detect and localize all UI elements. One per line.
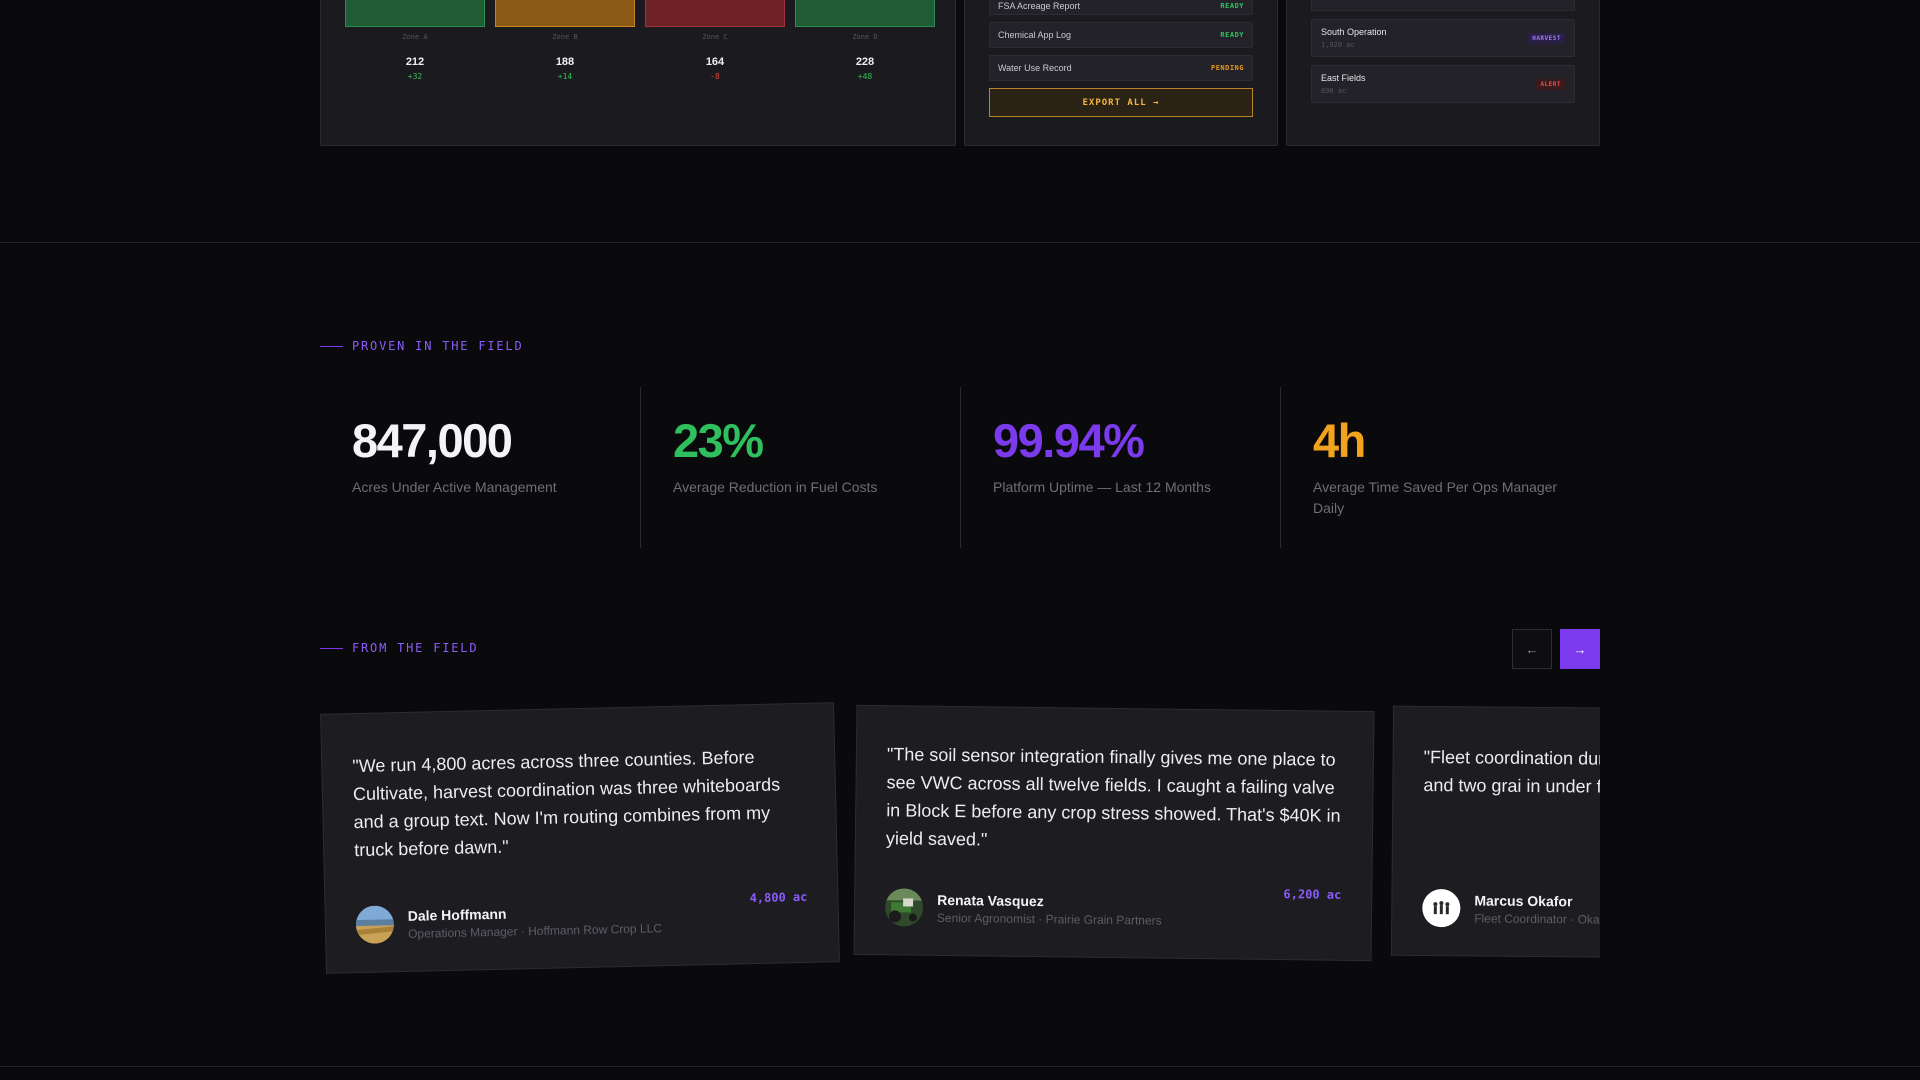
zone-delta: +14	[557, 72, 573, 81]
report-name: Chemical App Log	[998, 30, 1072, 40]
field-photo-icon	[355, 905, 395, 945]
author-role: Fleet Coordinator · Oka	[1474, 910, 1600, 927]
operation-status-badge: HARVEST	[1528, 32, 1565, 44]
stat-fuel: 23% Average Reduction in Fuel Costs	[640, 387, 960, 548]
reports-panel: FSA Acreage Report READY Chemical App Lo…	[964, 0, 1278, 146]
section-divider	[0, 242, 1920, 243]
testimonial-author: Dale Hoffmann Operations Manager · Hoffm…	[355, 890, 808, 945]
testimonial-card[interactable]: "We run 4,800 acres across three countie…	[320, 702, 840, 974]
zone-value: 228	[855, 56, 875, 68]
footer-divider	[0, 1066, 1920, 1067]
stat-value: 4h	[1313, 414, 1366, 467]
zone-bar	[795, 0, 935, 27]
report-row[interactable]: Water Use Record PENDING	[989, 55, 1253, 81]
operation-acres: 1,920 ac	[1321, 41, 1355, 49]
zone-name: Zone C	[702, 33, 728, 41]
author-name: Marcus Okafor	[1474, 891, 1573, 909]
operation-status-badge: ALERT	[1536, 78, 1565, 90]
operation-row[interactable]: East Fields 890 ac ALERT	[1311, 65, 1575, 103]
stat-label: Platform Uptime — Last 12 Months	[993, 479, 1211, 495]
report-row[interactable]: FSA Acreage Report READY	[989, 0, 1253, 15]
zone-name: Zone B	[552, 33, 578, 41]
stat-label: Average Reduction in Fuel Costs	[673, 479, 878, 495]
operation-acres: 890 ac	[1321, 87, 1347, 95]
acreage-badge: 4,800 ac	[749, 889, 808, 906]
testimonials-eyebrow: FROM THE FIELD	[320, 641, 478, 655]
report-status: PENDING	[1210, 64, 1244, 72]
testimonial-card[interactable]: "Fleet coordination dur to mean 14 phone…	[1390, 705, 1600, 961]
export-all-button[interactable]: EXPORT ALL →	[989, 88, 1253, 117]
testimonial-author: Marcus Okafor Fleet Coordinator · Oka	[1422, 889, 1600, 931]
zone-chart-panel: Zone A 212 +32 Zone B 188 +14 Zone C 164…	[320, 0, 956, 146]
team-logo-icon	[1422, 889, 1461, 928]
eyebrow-text: FROM THE FIELD	[352, 641, 479, 655]
zone-name: Zone D	[852, 33, 878, 41]
stats-row: 847,000 Acres Under Active Management 23…	[320, 387, 1600, 548]
testimonial-card[interactable]: "The soil sensor integration finally giv…	[853, 704, 1375, 962]
operations-panel: South Operation 1,920 ac HARVEST East Fi…	[1286, 0, 1600, 146]
zone-card[interactable]: Zone C 164 -8	[645, 0, 785, 81]
stat-value: 23%	[673, 414, 764, 467]
tractor-photo-icon	[884, 888, 924, 927]
eyebrow-line	[320, 647, 343, 649]
testimonial-author: Renata Vasquez Senior Agronomist · Prair…	[884, 887, 1342, 932]
author-name: Renata Vasquez	[937, 891, 1044, 909]
stat-label: Acres Under Active Management	[352, 479, 557, 495]
operation-name: South Operation	[1321, 27, 1387, 37]
report-name: Water Use Record	[998, 63, 1072, 73]
stat-uptime: 99.94% Platform Uptime — Last 12 Months	[960, 387, 1280, 548]
author-role: Senior Agronomist · Prairie Grain Partne…	[936, 910, 1162, 928]
report-name: FSA Acreage Report	[998, 1, 1081, 11]
testimonial-quote: "The soil sensor integration finally giv…	[885, 744, 1341, 850]
zone-value: 212	[405, 56, 425, 68]
stat-label: Average Time Saved Per Ops Manager Daily	[1313, 479, 1558, 516]
carousel-prev-button[interactable]: ←	[1512, 629, 1552, 669]
zone-bar	[345, 0, 485, 27]
eyebrow-line	[320, 345, 343, 347]
avatar	[884, 888, 924, 927]
report-row[interactable]: Chemical App Log READY	[989, 22, 1253, 48]
operation-list: South Operation 1,920 ac HARVEST East Fi…	[1311, 0, 1575, 111]
stat-time-saved: 4h Average Time Saved Per Ops Manager Da…	[1280, 387, 1600, 548]
stat-acres: 847,000 Acres Under Active Management	[320, 387, 640, 548]
operation-name: East Fields	[1321, 73, 1366, 83]
testimonial-quote: "Fleet coordination dur to mean 14 phone…	[1423, 747, 1600, 797]
operation-row-partial[interactable]	[1311, 0, 1575, 11]
zone-card[interactable]: Zone B 188 +14	[495, 0, 635, 81]
avatar	[355, 905, 395, 945]
report-status: READY	[1220, 31, 1244, 39]
zone-name: Zone A	[402, 33, 428, 41]
eyebrow-text: PROVEN IN THE FIELD	[352, 339, 524, 353]
report-list: FSA Acreage Report READY Chemical App Lo…	[989, 0, 1253, 117]
zone-card[interactable]: Zone A 212 +32	[345, 0, 485, 81]
zone-delta: +32	[407, 72, 423, 81]
zone-delta: -8	[710, 72, 720, 81]
testimonial-quote: "We run 4,800 acres across three countie…	[352, 747, 781, 861]
report-status: READY	[1220, 2, 1244, 10]
operation-row[interactable]: South Operation 1,920 ac HARVEST	[1311, 19, 1575, 57]
avatar	[1422, 889, 1461, 928]
zone-bar	[495, 0, 635, 27]
testimonial-carousel: "We run 4,800 acres across three countie…	[320, 690, 1600, 980]
zone-card[interactable]: Zone D 228 +48	[795, 0, 935, 81]
stat-value: 99.94%	[993, 414, 1145, 467]
zone-bar	[645, 0, 785, 27]
acreage-badge: 6,200 ac	[1283, 887, 1342, 902]
carousel-next-button[interactable]: →	[1560, 629, 1600, 669]
zone-value: 188	[555, 56, 575, 68]
zone-row: Zone A 212 +32 Zone B 188 +14 Zone C 164…	[345, 0, 935, 81]
proven-eyebrow: PROVEN IN THE FIELD	[320, 339, 523, 353]
zone-delta: +48	[857, 72, 873, 81]
stat-value: 847,000	[352, 414, 513, 467]
zone-value: 164	[705, 56, 725, 68]
